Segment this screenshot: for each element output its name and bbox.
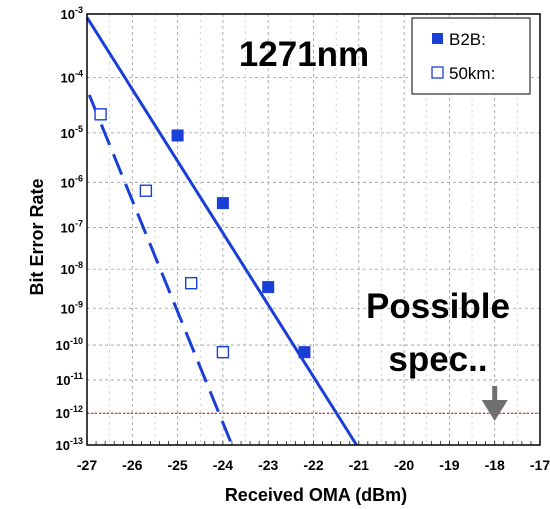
legend-marker-b2b (432, 33, 443, 44)
plot-frame (86, 13, 541, 446)
arrow-shaft (492, 386, 498, 402)
y-tick-label: 10-11 (56, 371, 83, 388)
y-tick-labels: 10-3 10-4 10-5 10-6 10-7 10-8 10-9 10-10 10-11 10… (56, 5, 83, 453)
y-tick-label: 10-3 (61, 5, 83, 22)
marker-series-0 (216, 197, 229, 210)
legend-label-b2b: B2B: (449, 30, 486, 49)
x-tick-label: -17 (530, 457, 550, 473)
possible-spec-annotation: Possible spec.. (366, 287, 510, 379)
fit-line-0 (85, 16, 358, 446)
x-tick-label: -23 (258, 457, 278, 473)
y-tick-label: 10-5 (61, 124, 83, 141)
y-tick-label: 10-12 (56, 404, 83, 421)
y-tick-label: 10-9 (61, 299, 83, 316)
legend-box (411, 17, 531, 95)
arrow-head (481, 400, 508, 421)
marker-series-1 (184, 276, 198, 290)
legend-marker-50km (431, 66, 444, 79)
x-tick-label: -22 (303, 457, 323, 473)
y-tick-label: 10-8 (61, 260, 83, 277)
marker-series-0 (171, 129, 184, 142)
annotation-line-2: spec.. (388, 340, 487, 379)
x-tick-label: -26 (122, 457, 142, 473)
marker-series-0 (262, 281, 275, 294)
x-tick-label: -19 (439, 457, 459, 473)
x-axis-label: Received OMA (dBm) (225, 485, 407, 505)
x-tick-label: -25 (167, 457, 187, 473)
spec-arrow-icon (481, 386, 508, 421)
x-tick-label: -18 (485, 457, 505, 473)
marker-series-1 (94, 108, 107, 121)
legend: B2B: 50km: (411, 17, 531, 95)
chart-title: 1271nm (239, 35, 369, 74)
y-tick-label: 10-7 (61, 218, 83, 235)
marker-series-1 (139, 184, 153, 197)
x-tick-label: -24 (213, 457, 233, 473)
x-tick-label: -20 (394, 457, 414, 473)
marker-series-0 (298, 346, 311, 359)
y-tick-label: 10-10 (56, 336, 83, 353)
y-tick-label: 10-4 (61, 69, 83, 86)
y-tick-label: 10-6 (61, 173, 83, 190)
data-points (94, 108, 311, 359)
y-axis-label: Bit Error Rate (27, 178, 47, 295)
fit-lines (85, 16, 358, 446)
fit-line-1 (87, 94, 234, 446)
x-tick-label: -21 (349, 457, 369, 473)
annotation-line-1: Possible (366, 287, 510, 326)
x-tick-labels: -27 -26 -25 -24 -23 -22 -21 -20 -19 -18 -17 (77, 457, 550, 473)
marker-series-1 (216, 345, 230, 359)
legend-label-50km: 50km: (449, 64, 495, 83)
y-tick-label: 10-13 (56, 436, 83, 453)
x-tick-label: -27 (77, 457, 97, 473)
